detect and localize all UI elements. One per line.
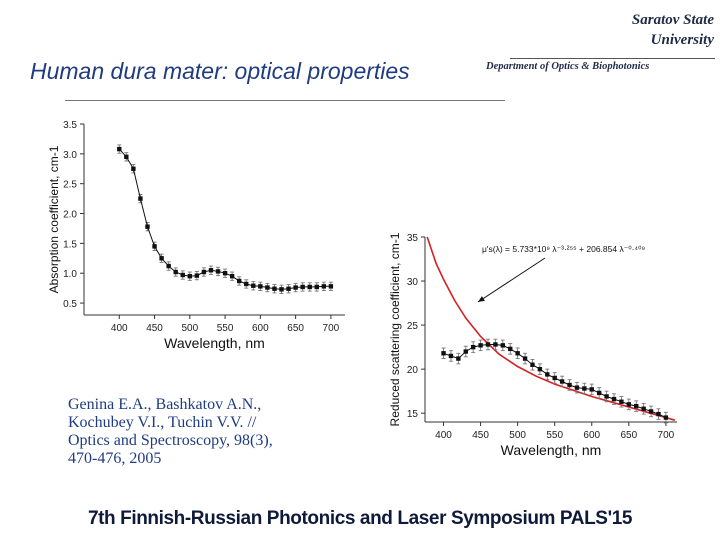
y-tick-label: 25 [407, 321, 419, 332]
y-tick-label: 20 [407, 365, 419, 376]
x-tick-label: 450 [472, 430, 489, 441]
x-axis-label: Wavelength, nm [501, 442, 602, 458]
x-tick-label: 600 [252, 323, 269, 334]
x-tick-label: 500 [509, 430, 526, 441]
y-tick-label: 0.5 [63, 299, 77, 310]
y-tick-label: 2.5 [63, 180, 77, 191]
y-tick-label: 1.0 [63, 269, 77, 280]
fit-curve [426, 236, 676, 421]
footer-conference: 7th Finnish-Russian Photonics and Laser … [87, 508, 633, 529]
x-tick-label: 700 [658, 430, 675, 441]
x-tick-label: 500 [181, 323, 198, 334]
y-tick-label: 1.5 [63, 239, 77, 250]
scattering-chart: 15 20 25 30 35 400 450 500 550 600 650 700 Wavelengt… [388, 232, 677, 458]
citation-line-3: Optics and Spectroscopy, 98(3), [68, 432, 273, 449]
university-name: Saratov State University [514, 10, 714, 50]
x-tick-label: 550 [546, 430, 563, 441]
x-tick-label: 700 [323, 323, 340, 334]
x-tick-label: 450 [146, 323, 163, 334]
data-line [118, 148, 331, 290]
x-axis-label: Wavelength, nm [164, 335, 265, 351]
fit-equation: μ's(λ) = 5.733*10⁹ λ⁻³·²⁵⁵ + 206.854 λ⁻⁰… [482, 244, 645, 254]
citation-line-1: Genina E.A., Bashkatov A.N., [68, 396, 262, 413]
y-tick-label: 15 [407, 409, 419, 420]
citation: Genina E.A., Bashkatov A.N., Kochubey V.… [68, 396, 368, 468]
y-axis-label: Reduced scattering coefficient, cm-1 [388, 232, 402, 426]
citation-line-2: Kochubey V.I., Tuchin V.V. // [68, 414, 257, 431]
data-point [117, 146, 122, 152]
department-name: Department of Optics & Biophotonics [486, 61, 650, 72]
y-tick-label: 3.0 [63, 150, 77, 161]
y-tick-label: 3.5 [63, 120, 77, 131]
x-tick-label: 550 [217, 323, 234, 334]
x-tick-label: 650 [287, 323, 304, 334]
y-tick-label: 30 [407, 277, 419, 288]
slide-title: Human dura mater: optical properties [30, 58, 410, 84]
x-tick-label: 600 [583, 430, 600, 441]
university-line-2: University [650, 32, 714, 48]
x-tick-label: 400 [111, 323, 128, 334]
y-tick-label: 35 [407, 233, 419, 244]
x-tick-label: 650 [620, 430, 637, 441]
title-rule [65, 100, 505, 101]
annotation-arrow-head [478, 296, 485, 302]
annotation-arrow-line [477, 257, 546, 303]
y-tick-label: 2.0 [63, 210, 77, 221]
x-tick-label: 400 [435, 430, 452, 441]
absorption-chart: 0.5 1.0 1.5 2.0 2.5 3.0 3.5 400 450 500 550 600 650 7… [47, 120, 345, 351]
data-line [443, 344, 667, 419]
y-axis-label: Absorption coefficient, cm-1 [47, 145, 61, 293]
citation-line-4: 470-476, 2005 [68, 450, 162, 467]
department-rule [510, 58, 715, 59]
university-line-1: Saratov State [631, 12, 714, 28]
